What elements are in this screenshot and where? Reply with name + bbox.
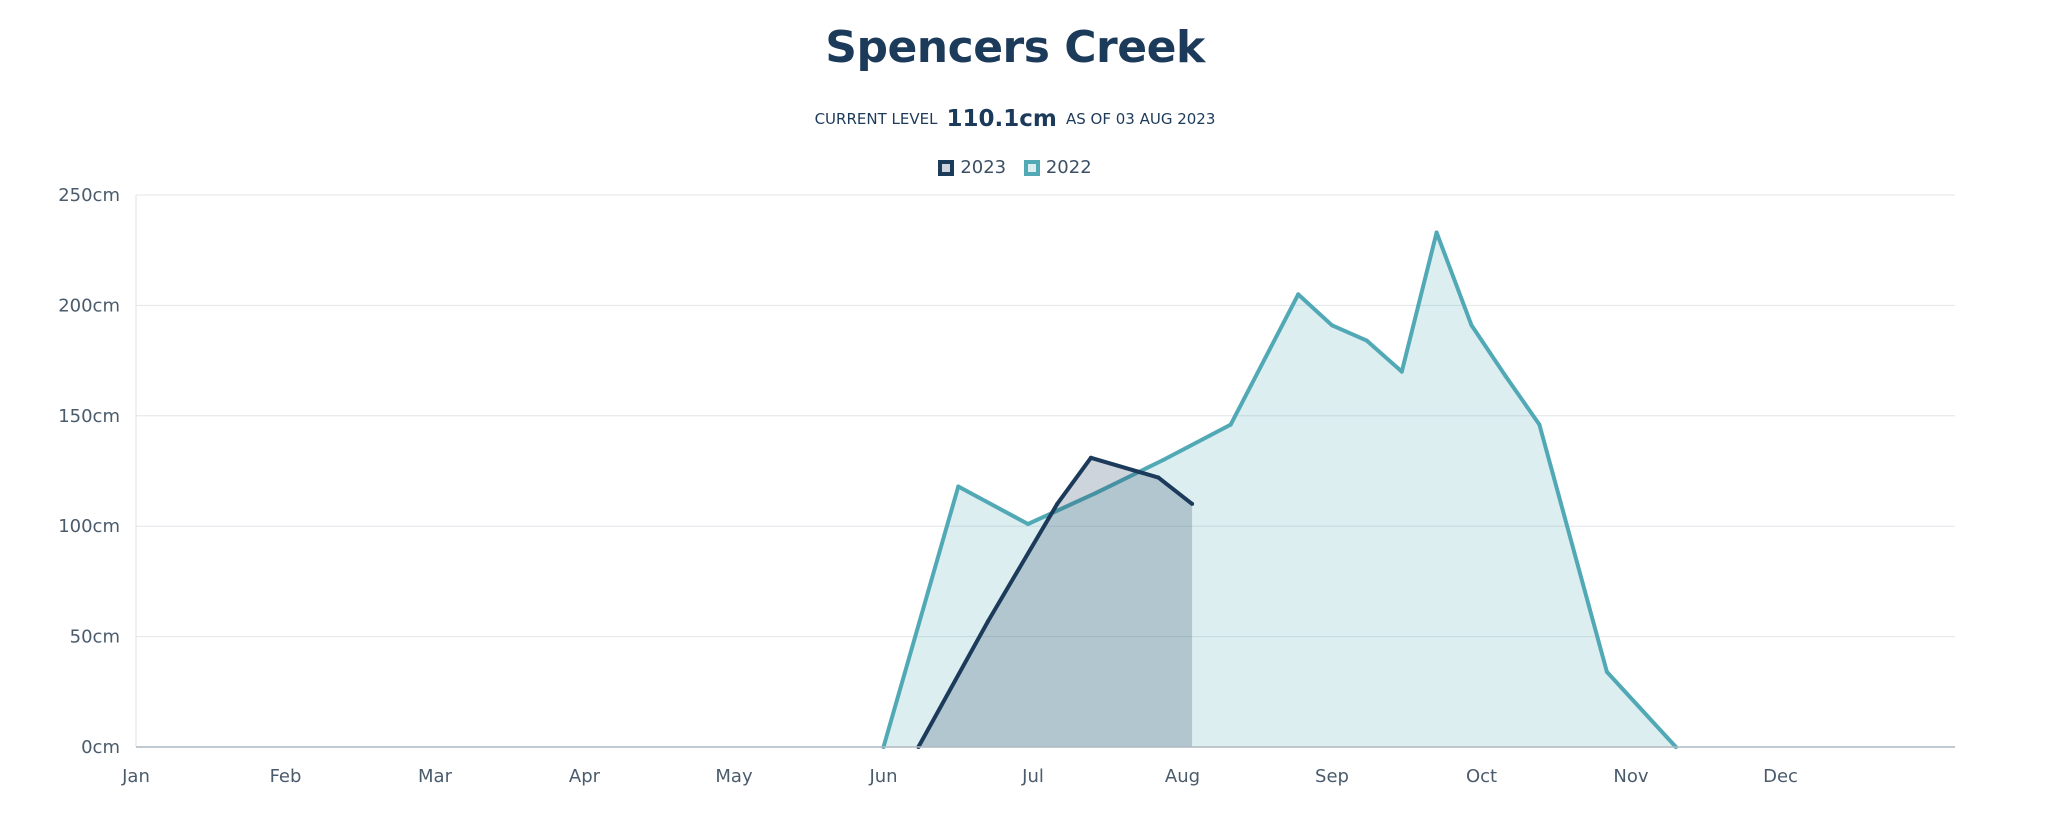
data-point-2022 (1469, 323, 1474, 328)
x-tick-label: Feb (270, 766, 302, 787)
data-point-2022 (1330, 323, 1334, 328)
legend-swatch-2023 (938, 159, 955, 176)
y-tick-label: 0cm (81, 737, 120, 758)
data-point-2022 (1093, 491, 1098, 496)
data-point-2022 (1026, 522, 1030, 526)
data-point-2022 (1296, 292, 1301, 297)
data-point-2022 (1364, 338, 1369, 343)
x-tick-label: May (715, 766, 753, 787)
data-point-2022 (1503, 374, 1508, 379)
x-tick-label: Sep (1315, 766, 1349, 787)
data-point-2023 (1156, 475, 1161, 480)
y-tick-label: 100cm (58, 516, 120, 537)
data-point-2022 (1399, 369, 1404, 374)
legend-swatch-2022 (1023, 159, 1040, 176)
data-point-2022 (1228, 422, 1233, 427)
x-tick-label: Oct (1466, 766, 1497, 787)
current-level: CURRENT LEVEL 110.1cm AS OF 03 AUG 2023 (0, 106, 2030, 132)
y-tick-label: 250cm (58, 185, 120, 206)
x-tick-label: Nov (1613, 766, 1648, 787)
x-tick-label: Jun (868, 766, 897, 787)
y-tick-label: 150cm (58, 406, 120, 427)
data-point-2022 (1161, 458, 1166, 462)
data-point-2023 (986, 619, 991, 624)
x-tick-label: Jul (1021, 766, 1044, 787)
data-point-2022 (956, 484, 961, 489)
x-tick-label: Apr (569, 766, 601, 787)
current-level-label: CURRENT LEVEL (814, 110, 938, 128)
data-point-2023 (1055, 502, 1060, 507)
x-tick-label: Mar (418, 766, 453, 787)
legend: 2023 2022 (0, 156, 2030, 178)
series-line-2023 (916, 455, 1194, 748)
y-tick-label: 200cm (58, 295, 120, 316)
series-area-2022 (883, 232, 1676, 747)
x-tick-label: Dec (1763, 766, 1798, 787)
data-point-2023 (1088, 455, 1093, 460)
x-tick-label: Aug (1165, 766, 1200, 787)
x-tick-label: Jan (121, 766, 150, 787)
legend-item-2023[interactable]: 2023 (938, 157, 1006, 178)
data-point-2022 (1434, 230, 1439, 235)
legend-label-2022: 2022 (1045, 156, 1092, 178)
current-level-date: AS OF 03 AUG 2023 (1065, 110, 1216, 128)
series-area-2023 (918, 457, 1193, 747)
data-point-2022 (1604, 669, 1609, 674)
current-level-value: 110.1cm (946, 106, 1057, 132)
y-tick-label: 50cm (70, 627, 120, 648)
series-line-2022 (881, 230, 1678, 749)
chart-title: Spencers Creek (825, 22, 1205, 73)
legend-item-2022[interactable]: 2022 (1023, 156, 1092, 178)
data-point-2023 (1190, 501, 1195, 506)
data-point-2022 (1537, 422, 1542, 427)
legend-label-2023: 2023 (960, 156, 1007, 178)
